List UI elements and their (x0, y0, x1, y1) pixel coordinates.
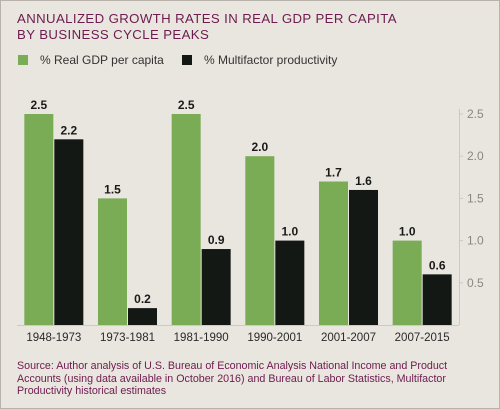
bar-mfp-1990-2001 (275, 240, 305, 325)
data-label: 2.2 (60, 123, 77, 137)
bar-gdp-2007-2015 (392, 240, 422, 325)
x-tick-label: 2007-2015 (395, 332, 450, 344)
bar-mfp-1973-1981 (128, 308, 157, 325)
bar-mfp-2001-2007 (349, 189, 378, 325)
data-label: 1.6 (355, 174, 372, 188)
x-tick-label: 1948-1973 (26, 332, 81, 344)
bar-gdp-1973-1981 (98, 198, 127, 325)
data-label: 0.2 (134, 292, 151, 306)
data-label: 2.5 (30, 98, 47, 112)
chart-title: ANNUALIZED GROWTH RATES IN REAL GDP PER … (17, 11, 487, 43)
y-tick-label: 2.0 (467, 149, 484, 163)
bar-mfp-2007-2015 (422, 274, 452, 325)
x-tick-label: 1973-1981 (100, 332, 155, 344)
x-tick-label: 1990-2001 (247, 332, 302, 344)
data-label: 2.5 (178, 98, 195, 112)
title-line-1: ANNUALIZED GROWTH RATES IN REAL GDP PER … (17, 11, 397, 26)
legend-swatch-gdp (18, 55, 28, 65)
y-tick-label: 1.0 (467, 234, 484, 248)
data-label: 1.0 (399, 225, 416, 239)
y-tick-label: 2.5 (467, 107, 484, 121)
data-label: 1.0 (281, 225, 298, 239)
data-label: 1.5 (104, 182, 121, 196)
data-label: 0.9 (208, 233, 225, 247)
bar-mfp-1948-1973 (54, 139, 84, 325)
bar-gdp-1990-2001 (245, 156, 275, 325)
title-line-2: BY BUSINESS CYCLE PEAKS (17, 27, 210, 42)
y-tick-label: 0.5 (467, 276, 484, 290)
x-tick-label: 1981-1990 (174, 332, 229, 344)
legend-swatch-mfp (182, 55, 192, 65)
y-tick-label: 1.5 (467, 191, 484, 205)
legend-label-gdp: % Real GDP per capita (40, 53, 164, 67)
data-label: 2.0 (251, 140, 268, 154)
bar-mfp-1981-1990 (201, 249, 231, 325)
legend-label-mfp: % Multifactor productivity (204, 53, 338, 67)
data-label: 0.6 (429, 258, 446, 272)
bar-gdp-1948-1973 (24, 114, 54, 325)
data-label: 1.7 (325, 166, 342, 180)
source-note: Source: Author analysis of U.S. Bureau o… (17, 360, 448, 397)
bar-gdp-2001-2007 (319, 181, 348, 325)
bar-gdp-1981-1990 (171, 114, 201, 325)
x-tick-label: 2001-2007 (321, 332, 376, 344)
